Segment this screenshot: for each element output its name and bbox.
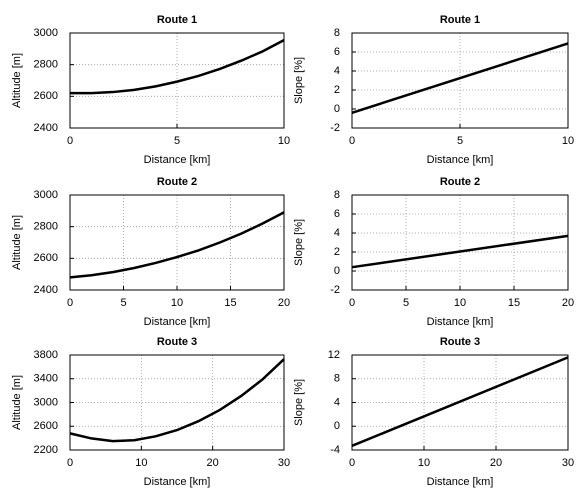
y-tick-label: 8: [334, 373, 340, 385]
x-axis-label: Distance [km]: [144, 154, 211, 166]
y-axis-label: Slope [%]: [293, 379, 305, 426]
y-axis-label: Slope [%]: [293, 219, 305, 266]
plot-frame: [69, 354, 285, 451]
chart-title: Route 2: [440, 176, 480, 188]
y-axis-label: Slope [%]: [293, 57, 305, 104]
x-tick-label: 10: [454, 297, 466, 309]
x-tick-label: 30: [562, 457, 574, 469]
x-axis-label: Distance [km]: [427, 316, 494, 328]
y-tick-label: 12: [328, 349, 340, 361]
x-tick-label: 20: [490, 457, 502, 469]
x-tick-label: 10: [278, 135, 290, 147]
y-tick-label: 4: [334, 65, 340, 77]
x-tick-label: 0: [349, 457, 355, 469]
line: [69, 211, 285, 279]
x-tick-label: 0: [67, 135, 73, 147]
y-tick-label: -2: [330, 122, 340, 134]
x-tick-label: 5: [120, 297, 126, 309]
chart-title: Route 1: [157, 14, 197, 26]
y-tick-label: 0: [334, 103, 340, 115]
x-axis-label: Distance [km]: [144, 476, 211, 488]
y-axis-label: Altitude [m]: [11, 53, 23, 108]
x-tick-label: 0: [67, 297, 73, 309]
chart-title: Route 1: [440, 14, 480, 26]
y-tick-label: 2200: [34, 444, 58, 456]
x-tick-label: 15: [224, 297, 236, 309]
y-tick-label: -4: [330, 444, 340, 456]
x-tick-label: 10: [418, 457, 430, 469]
chart-title: Route 3: [157, 336, 197, 348]
x-tick-label: 0: [349, 297, 355, 309]
line: [351, 42, 569, 114]
y-axis-label: Altitude [m]: [11, 215, 23, 270]
y-tick-label: 8: [334, 189, 340, 201]
y-tick-label: 3800: [34, 349, 58, 361]
x-tick-label: 20: [278, 297, 290, 309]
y-tick-label: 4: [334, 227, 340, 239]
y-tick-label: 3400: [34, 373, 58, 385]
y-tick-label: 2: [334, 246, 340, 258]
chart-title: Route 3: [440, 336, 480, 348]
x-tick-label: 15: [508, 297, 520, 309]
line: [351, 234, 569, 269]
y-tick-label: 2600: [34, 252, 58, 264]
x-tick-label: 20: [562, 297, 574, 309]
x-tick-label: 5: [403, 297, 409, 309]
y-tick-label: -2: [330, 284, 340, 296]
x-tick-label: 10: [562, 135, 574, 147]
x-tick-label: 5: [174, 135, 180, 147]
y-tick-label: 4: [334, 396, 340, 408]
x-tick-label: 30: [278, 457, 290, 469]
y-tick-label: 0: [334, 420, 340, 432]
x-axis-label: Distance [km]: [427, 476, 494, 488]
plot-frame: [351, 32, 569, 129]
x-tick-label: 0: [349, 135, 355, 147]
y-tick-label: 2400: [34, 122, 58, 134]
plot-frame: [69, 194, 285, 291]
y-tick-label: 3000: [34, 189, 58, 201]
y-axis-label: Altitude [m]: [11, 375, 23, 430]
y-tick-label: 2400: [34, 284, 58, 296]
y-tick-label: 6: [334, 208, 340, 220]
line: [69, 358, 285, 443]
y-tick-label: 0: [334, 265, 340, 277]
line: [70, 39, 285, 95]
y-tick-label: 2800: [34, 59, 58, 71]
plot-area: [70, 355, 284, 450]
y-tick-label: 8: [334, 27, 340, 39]
plot-area: [352, 195, 568, 290]
plot-frame: [351, 354, 569, 451]
y-tick-label: 2800: [34, 221, 58, 233]
y-tick-label: 3000: [34, 27, 58, 39]
plot-area: [352, 33, 568, 128]
y-tick-label: 2600: [34, 420, 58, 432]
plot-frame: [69, 32, 285, 129]
y-tick-label: 2: [334, 84, 340, 96]
x-axis-label: Distance [km]: [427, 154, 494, 166]
plot-area: [70, 195, 284, 290]
x-tick-label: 10: [135, 457, 147, 469]
x-tick-label: 0: [67, 457, 73, 469]
x-tick-label: 5: [457, 135, 463, 147]
y-tick-label: 6: [334, 46, 340, 58]
line: [351, 356, 569, 448]
y-tick-label: 2600: [34, 90, 58, 102]
x-tick-label: 10: [171, 297, 183, 309]
x-tick-label: 20: [207, 457, 219, 469]
x-axis-label: Distance [km]: [144, 316, 211, 328]
y-tick-label: 3000: [34, 396, 58, 408]
plot-frame: [351, 194, 569, 291]
chart-title: Route 2: [157, 176, 197, 188]
